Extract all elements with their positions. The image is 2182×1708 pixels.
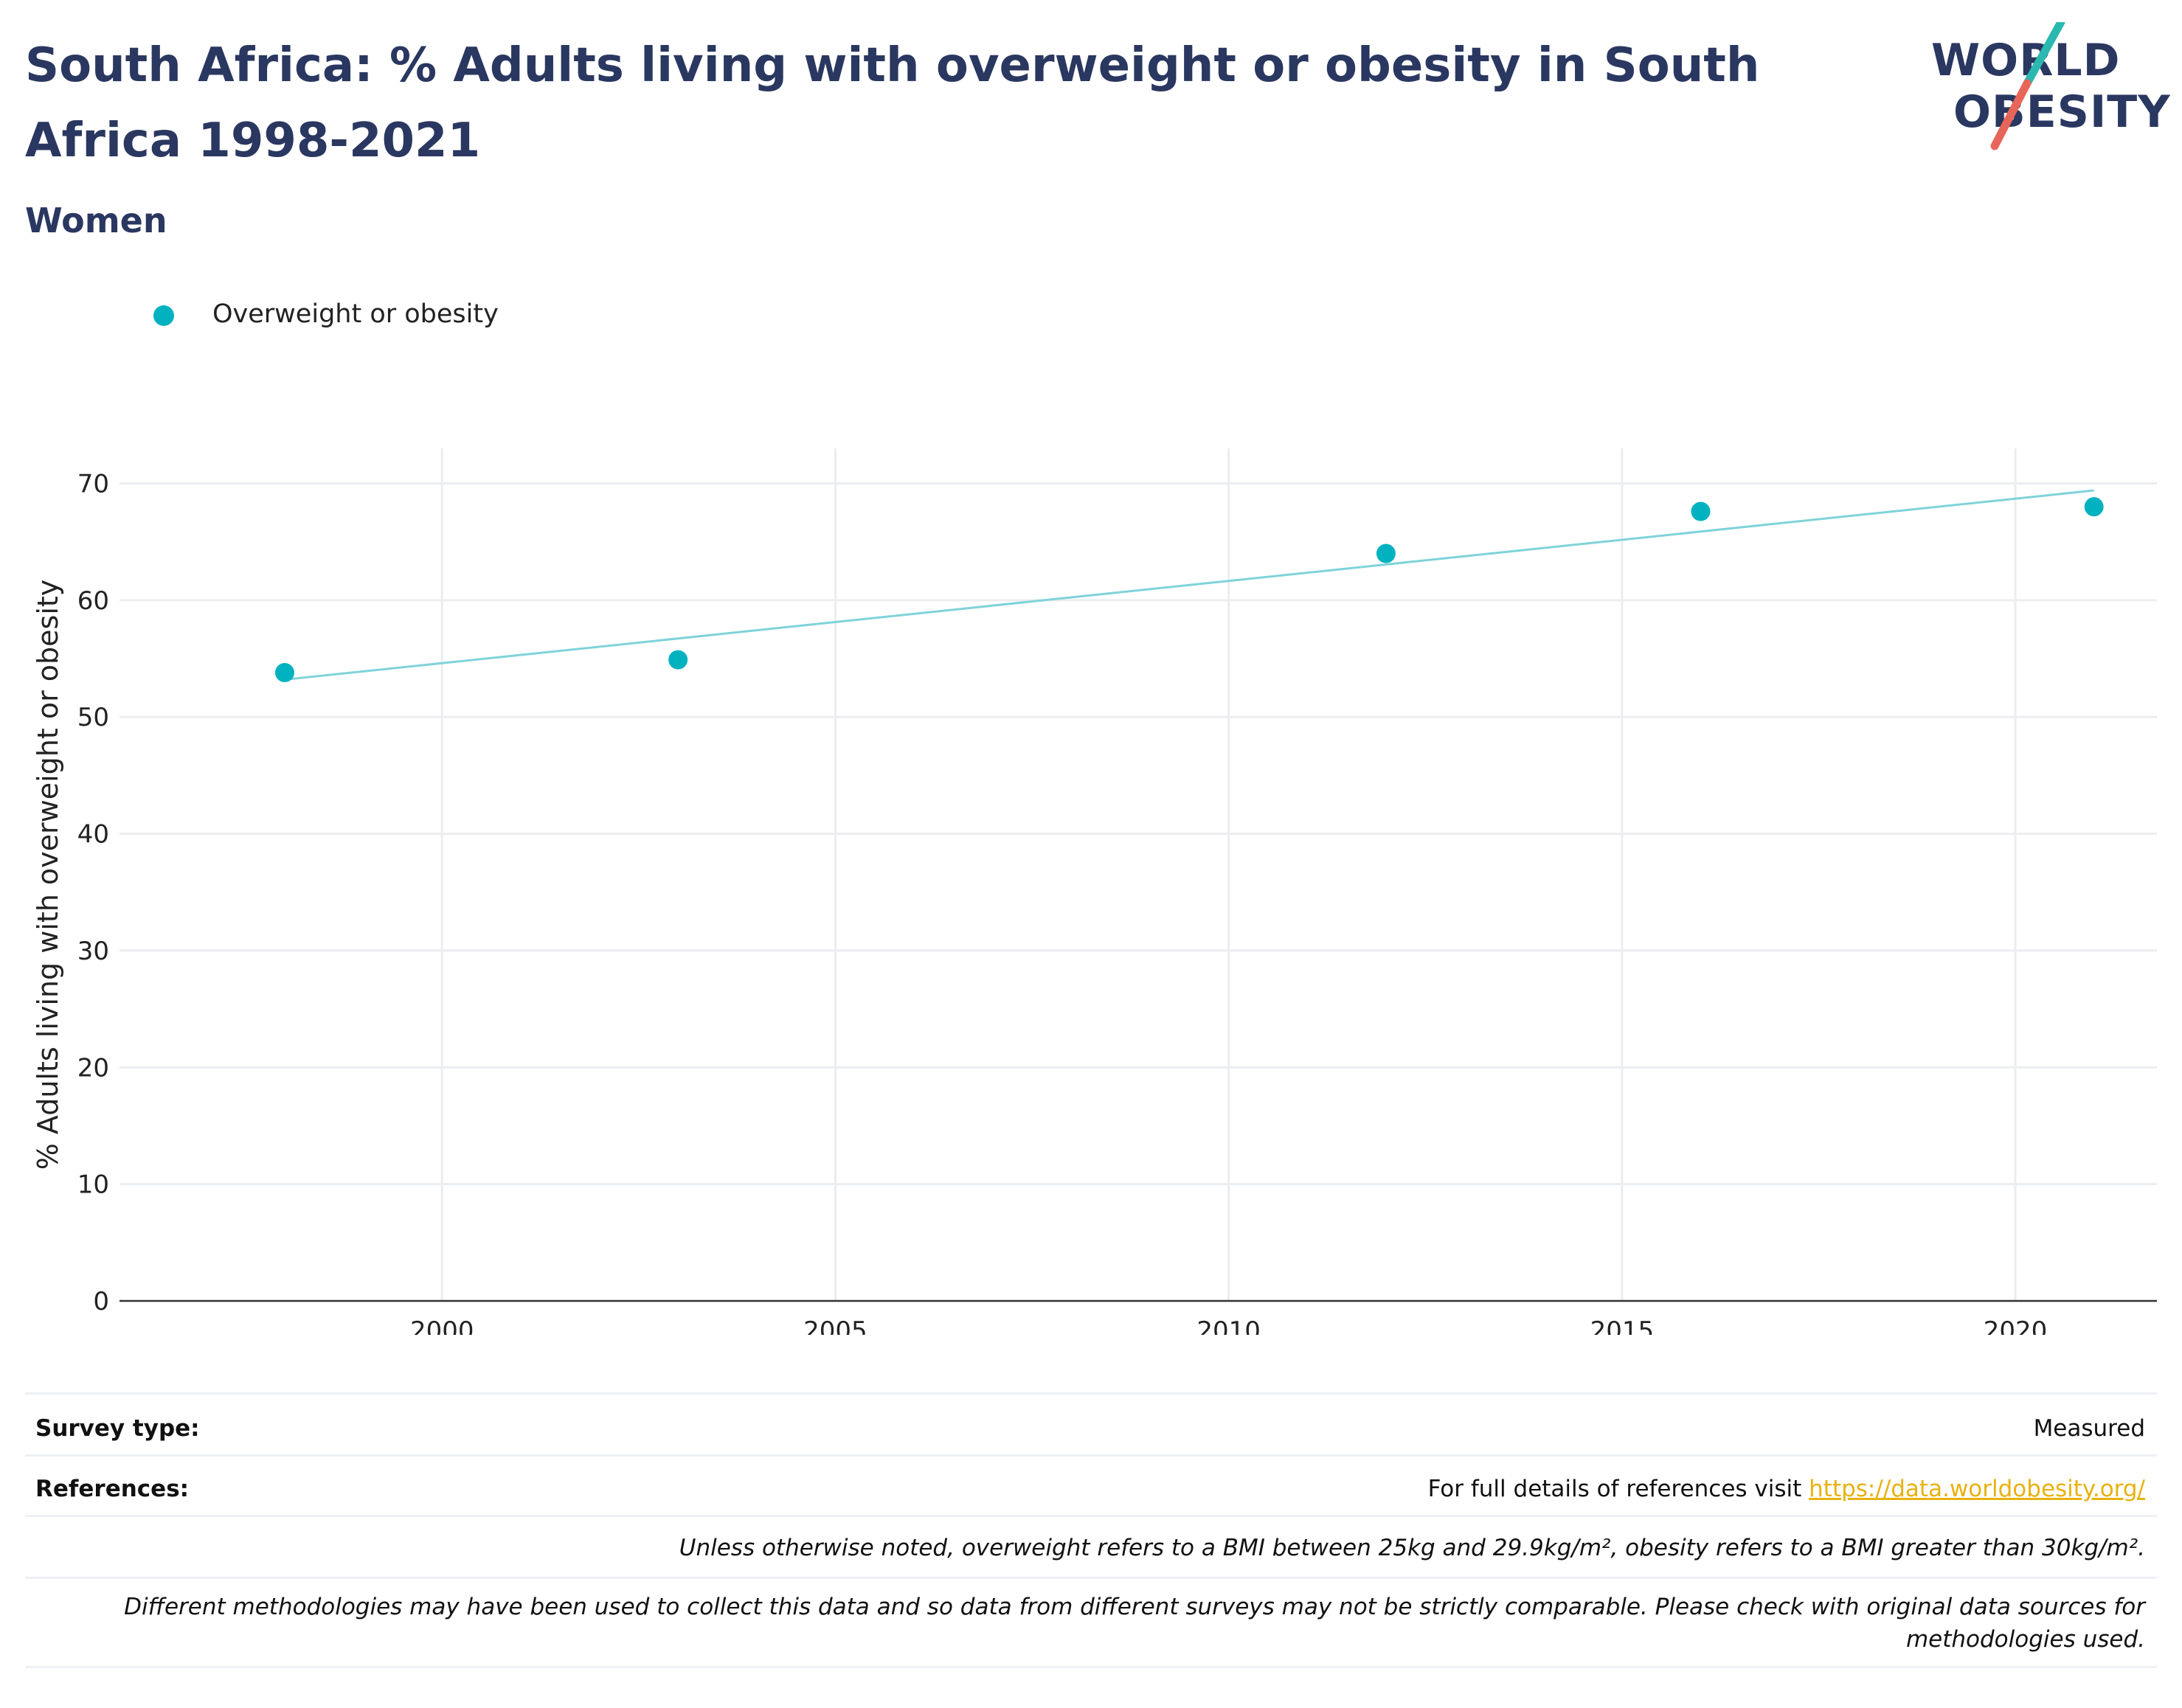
data-point: [2084, 497, 2104, 517]
references-row: References: For full details of referenc…: [25, 1454, 2157, 1515]
logo-line-1: WORLD: [1931, 35, 2121, 86]
data-point: [274, 663, 294, 683]
references-value: For full details of references visit htt…: [1428, 1476, 2145, 1502]
y-tick-label: 40: [77, 820, 109, 850]
x-tick-label: 2020: [1984, 1316, 2048, 1335]
page-title: South Africa: % Adults living with overw…: [25, 38, 1760, 168]
legend-marker: [153, 305, 174, 326]
survey-type-row: Survey type: Measured: [25, 1392, 2157, 1454]
data-point: [668, 650, 688, 670]
y-tick-label: 50: [77, 703, 109, 732]
references-text: For full details of references visit: [1427, 1476, 1809, 1502]
bmi-definition-note: Unless otherwise noted, overweight refer…: [679, 1535, 2145, 1561]
x-tick-label: 2015: [1590, 1316, 1655, 1335]
data-point: [1376, 544, 1396, 563]
survey-type-value: Measured: [2033, 1415, 2145, 1442]
y-tick-label: 60: [77, 586, 109, 616]
logo-slash-icon: [1990, 22, 2065, 150]
data-point: [1691, 501, 1711, 521]
world-obesity-logo: WORLD OBESITY: [1924, 22, 2170, 155]
logo-line-2: OBESITY: [1953, 86, 2171, 138]
x-tick-label: 2000: [410, 1316, 474, 1335]
x-tick-label: 2010: [1196, 1316, 1261, 1335]
y-tick-label: 10: [77, 1170, 109, 1200]
references-link[interactable]: https://data.worldobesity.org/: [1809, 1476, 2145, 1502]
y-axis-label: % Adults living with overweight or obesi…: [32, 580, 64, 1170]
legend-label: Overweight or obesity: [212, 299, 499, 329]
y-tick-label: 20: [77, 1053, 109, 1083]
bmi-note-row: Unless otherwise noted, overweight refer…: [25, 1515, 2157, 1577]
scatter-chart: 0 10 20 30 40 50 60 70 2000 2005 2010 2015 2020 % Adu…: [32, 448, 2157, 1335]
methodology-note: Different methodologies may have been us…: [124, 1594, 2145, 1653]
x-tick-label: 2005: [803, 1316, 867, 1335]
chart-subtitle: Women: [25, 201, 167, 240]
y-tick-label: 0: [93, 1287, 109, 1316]
survey-type-label: Survey type:: [35, 1415, 200, 1442]
methodology-note-row: Different methodologies may have been us…: [25, 1577, 2157, 1668]
trend-line: [284, 489, 2094, 681]
references-label: References:: [35, 1476, 190, 1502]
y-tick-label: 70: [77, 470, 109, 499]
y-tick-label: 30: [77, 937, 109, 966]
